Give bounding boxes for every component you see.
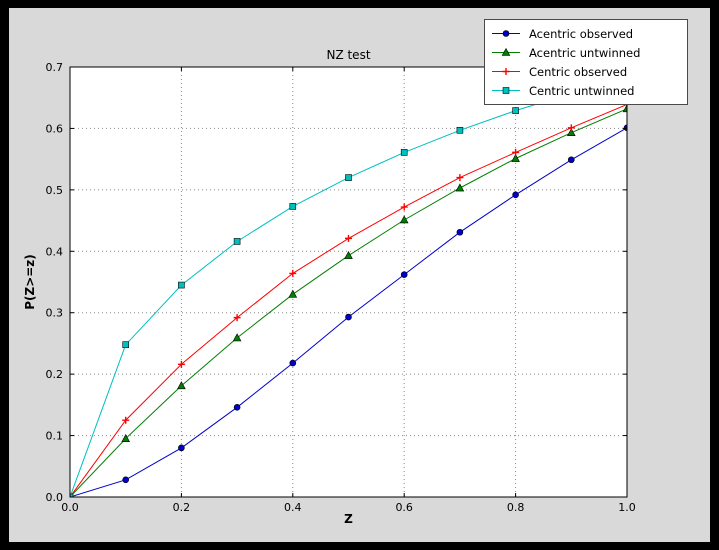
svg-text:0.8: 0.8 (507, 501, 525, 514)
legend-item-centric-observed: Centric observed (491, 62, 681, 81)
legend-label: Centric untwinned (529, 83, 635, 98)
svg-text:0.5: 0.5 (46, 184, 64, 197)
svg-text:0.0: 0.0 (61, 501, 79, 514)
svg-text:0.4: 0.4 (284, 501, 302, 514)
legend-sample-circle-icon (492, 30, 520, 37)
legend-sample-square-icon (492, 87, 520, 94)
y-ticks (70, 66, 627, 498)
gridlines (70, 67, 627, 497)
legend-label: Acentric untwinned (529, 45, 641, 60)
series-acentric-untwinned (70, 104, 627, 497)
svg-text:0.2: 0.2 (173, 501, 191, 514)
svg-text:0.4: 0.4 (46, 245, 64, 258)
y-axis-label: P(Z>=z) (23, 254, 37, 310)
legend-sample-plus-icon (492, 68, 520, 75)
svg-text:0.3: 0.3 (46, 307, 64, 320)
legend-sample-triangle-icon (492, 47, 520, 56)
svg-text:0.6: 0.6 (46, 122, 64, 135)
legend: Acentric observed Acentric untwinned Centr… (484, 19, 688, 105)
svg-text:1.0: 1.0 (618, 501, 636, 514)
axes-frame (69, 66, 628, 498)
x-tick-labels: 0.0 0.2 0.4 0.6 0.8 1.0 (61, 501, 636, 514)
legend-item-acentric-untwinned: Acentric untwinned (491, 43, 681, 62)
svg-text:0.2: 0.2 (46, 368, 64, 381)
y-tick-labels: 0.0 0.1 0.2 0.3 0.4 0.5 0.6 0.7 (46, 61, 64, 504)
legend-label: Acentric observed (529, 26, 634, 41)
svg-text:0.6: 0.6 (395, 501, 413, 514)
series-acentric-observed (70, 124, 627, 497)
series-centric-observed (70, 100, 627, 497)
svg-text:0.1: 0.1 (46, 430, 64, 443)
svg-text:0.0: 0.0 (46, 491, 64, 504)
legend-item-centric-untwinned: Centric untwinned (491, 81, 681, 100)
chart-title: NZ test (326, 48, 371, 62)
legend-item-acentric-observed: Acentric observed (491, 24, 681, 43)
legend-label: Centric observed (529, 64, 628, 79)
x-axis-label: Z (344, 512, 353, 526)
svg-text:0.7: 0.7 (46, 61, 64, 74)
plot-background (70, 67, 627, 497)
